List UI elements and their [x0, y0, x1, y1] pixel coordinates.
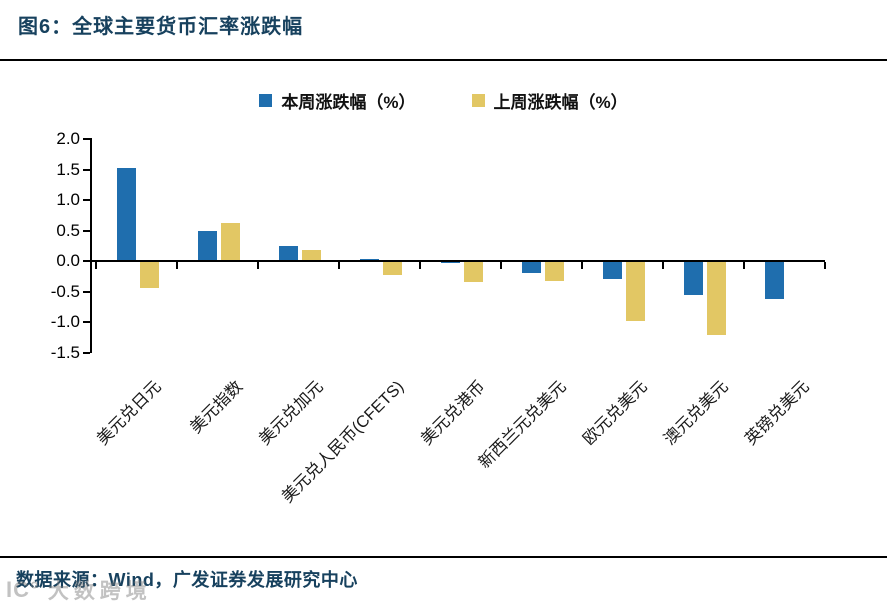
bar-this-week	[521, 261, 541, 273]
y-axis-tick	[83, 290, 90, 293]
legend-swatch-icon	[259, 94, 273, 107]
y-axis-tick-label: 1.0	[56, 190, 80, 209]
bar-last-week	[301, 250, 321, 261]
data-source-note: 数据来源：Wind，广发证券发展研究中心	[16, 570, 358, 590]
x-axis-category-label: 美元兑日元	[93, 377, 165, 449]
footer-divider	[0, 556, 887, 558]
x-axis-line	[90, 259, 825, 262]
bar-this-week	[764, 261, 784, 299]
y-axis-tick-label: 0.0	[56, 251, 80, 270]
x-axis-tick	[824, 262, 826, 269]
x-axis-category-label: 美元兑港币	[417, 377, 489, 449]
x-axis-category-label: 欧元兑美元	[579, 377, 651, 449]
y-axis-line	[90, 138, 92, 353]
legend-item: 本周涨跌幅（%）	[259, 88, 416, 113]
legend-label: 上周涨跌幅（%）	[493, 93, 628, 112]
y-axis-tick	[83, 260, 90, 262]
x-axis-tick	[338, 262, 340, 269]
y-axis-tick	[83, 138, 90, 140]
x-axis-tick	[257, 262, 259, 269]
x-axis-category-label: 澳元兑美元	[660, 377, 732, 449]
y-axis-tick	[83, 229, 90, 232]
bar-this-week	[602, 261, 622, 280]
x-axis-tick	[743, 262, 745, 269]
y-axis-tick-label: 1.5	[56, 159, 80, 179]
y-axis-tick-label: -1.0	[50, 312, 80, 331]
bar-this-week	[278, 245, 298, 261]
x-axis-tick	[581, 262, 583, 269]
y-axis-tick-label: 0.5	[56, 220, 80, 240]
bar-last-week	[706, 261, 726, 335]
x-axis-category-label: 美元指数	[186, 377, 246, 437]
title-divider	[0, 59, 887, 61]
bar-this-week	[683, 261, 703, 295]
legend-swatch-icon	[471, 94, 485, 107]
figure-title: 图6：全球主要货币汇率涨跌幅	[18, 16, 304, 38]
legend-label: 本周涨跌幅（%）	[281, 93, 416, 112]
y-axis-tick	[83, 351, 90, 354]
x-axis-tick	[419, 262, 421, 269]
x-axis-category-label: 英镑兑美元	[741, 377, 813, 449]
bar-this-week	[116, 167, 136, 261]
y-axis-tick-label: -1.5	[50, 342, 80, 362]
x-axis-tick	[500, 262, 502, 269]
x-axis-tick	[95, 262, 97, 269]
bar-last-week	[463, 261, 483, 282]
y-axis-tick	[83, 168, 90, 171]
bar-this-week	[197, 230, 217, 261]
x-axis-tick	[662, 262, 664, 269]
chart-legend: 本周涨跌幅（%） 上周涨跌幅（%）	[0, 88, 887, 113]
bar-last-week	[139, 261, 159, 289]
legend-item: 上周涨跌幅（%）	[471, 88, 628, 113]
x-axis-tick	[176, 262, 178, 269]
y-axis-tick	[83, 321, 90, 323]
bar-last-week	[544, 261, 564, 282]
bar-last-week	[625, 261, 645, 322]
y-axis-tick-label: 2.0	[56, 129, 80, 148]
bar-last-week	[382, 261, 402, 276]
x-axis-category-label: 美元兑加元	[255, 377, 327, 449]
y-axis-tick-label: -0.5	[50, 281, 80, 301]
y-axis-tick	[83, 199, 90, 201]
bar-last-week	[220, 223, 240, 261]
